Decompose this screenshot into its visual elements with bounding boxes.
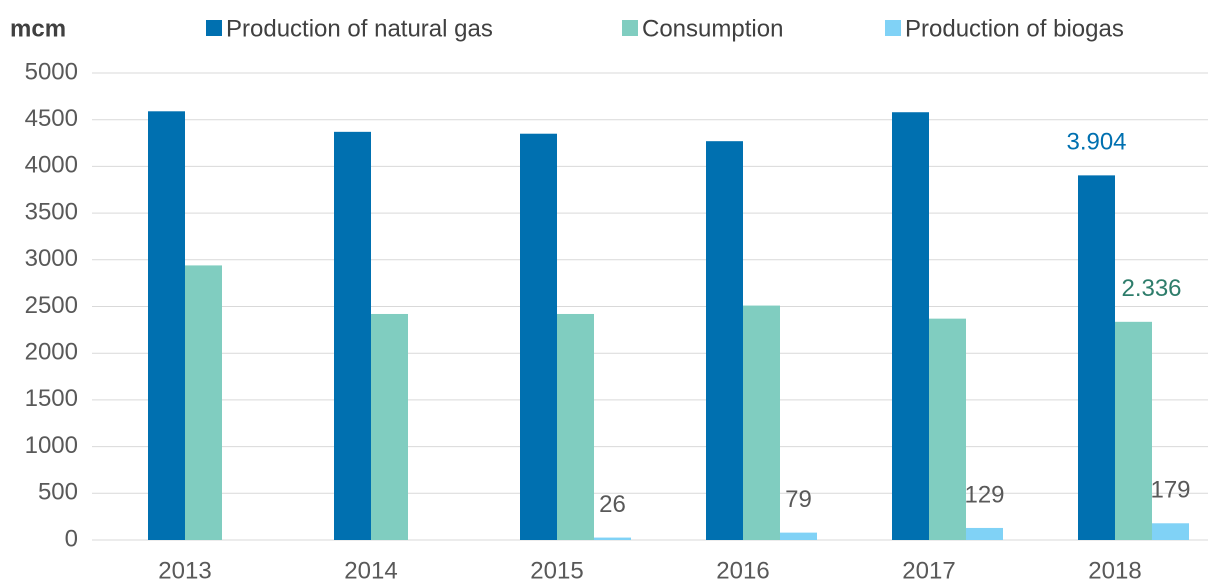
y-tick-label: 500	[38, 479, 78, 506]
bar	[520, 133, 557, 540]
bar	[966, 527, 1003, 540]
x-tick-label: 2016	[716, 557, 769, 584]
y-tick-label: 2000	[25, 339, 78, 366]
legend-swatch	[206, 20, 222, 36]
x-tick-label: 2013	[158, 557, 211, 584]
data-label: 26	[599, 491, 626, 518]
y-tick-label: 3000	[25, 245, 78, 272]
bar	[743, 305, 780, 540]
y-tick-label: 1500	[25, 385, 78, 412]
y-tick-label: 2500	[25, 292, 78, 319]
y-tick-label: 0	[65, 525, 78, 552]
bar	[929, 318, 966, 540]
bar	[1078, 175, 1115, 540]
data-label: 2.336	[1121, 275, 1181, 302]
legend-swatch	[622, 20, 638, 36]
bar	[780, 532, 817, 540]
y-axis-label: mcm	[10, 15, 66, 42]
bar	[706, 141, 743, 540]
x-tick-label: 2017	[902, 557, 955, 584]
y-tick-label: 4000	[25, 152, 78, 179]
legend-swatch	[885, 20, 901, 36]
y-tick-label: 1000	[25, 432, 78, 459]
x-tick-label: 2015	[530, 557, 583, 584]
bar	[557, 313, 594, 540]
bar	[148, 111, 185, 540]
bar	[1115, 321, 1152, 540]
data-label: 3.904	[1066, 129, 1126, 156]
bar	[334, 131, 371, 541]
bar	[185, 265, 222, 540]
data-label: 129	[964, 481, 1004, 508]
x-tick-label: 2018	[1088, 557, 1141, 584]
data-label: 179	[1150, 477, 1190, 504]
data-label: 79	[785, 486, 812, 513]
bar	[892, 112, 929, 540]
y-tick-label: 5000	[25, 58, 78, 85]
legend-label: Production of natural gas	[226, 15, 493, 42]
bar	[371, 313, 408, 540]
x-tick-label: 2014	[344, 557, 397, 584]
bar	[1152, 523, 1189, 540]
bar	[594, 537, 631, 540]
y-tick-label: 4500	[25, 105, 78, 132]
legend-label: Production of biogas	[905, 15, 1124, 42]
y-tick-label: 3500	[25, 198, 78, 225]
legend-label: Consumption	[642, 15, 783, 42]
